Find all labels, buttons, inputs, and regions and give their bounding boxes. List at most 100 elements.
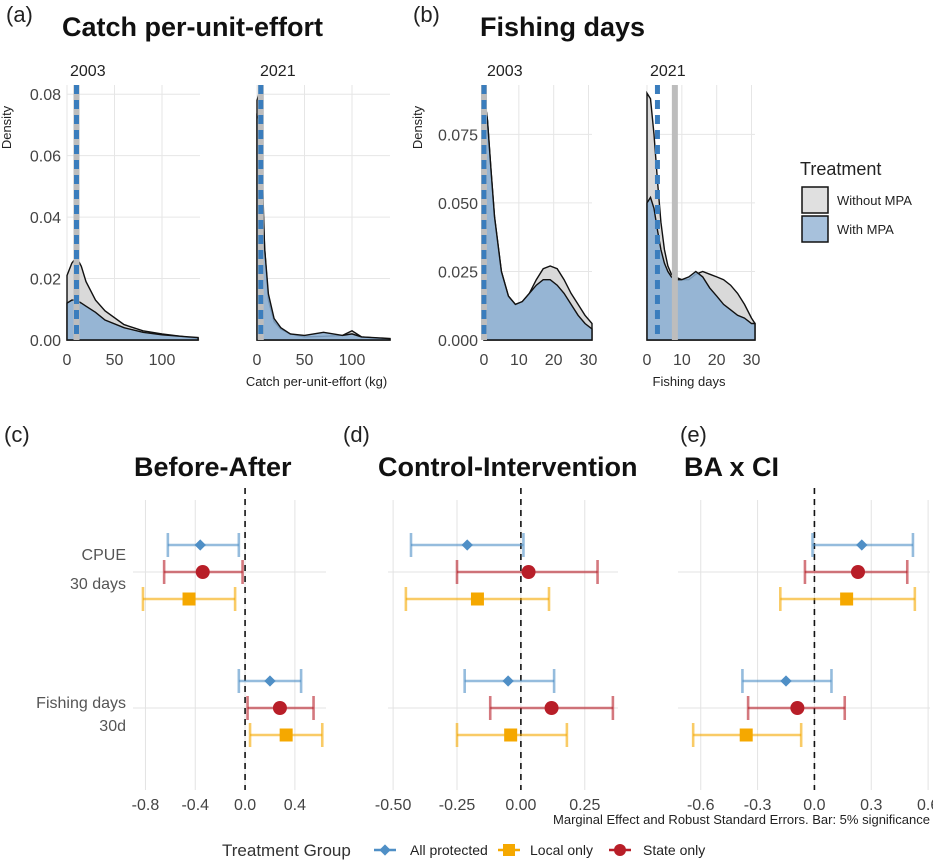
x-tick-label: 0.4 <box>284 797 306 814</box>
effect-charts: -0.8 -0.4 0.0 0.4 CPUE 30 days Fishing days 30d… <box>36 488 933 814</box>
x-tick-label: -0.4 <box>181 797 209 814</box>
x-tick-label: 50 <box>296 352 314 369</box>
y-tick-label: 0.04 <box>30 210 61 227</box>
errorbar-all-protected <box>166 533 241 557</box>
x-tick-label: 0.25 <box>569 797 600 814</box>
density-area-with-mpa <box>646 195 756 341</box>
errorbar-all-protected <box>811 533 915 557</box>
point-diamond <box>194 539 206 551</box>
x-tick-label: 0 <box>480 352 489 369</box>
errorbar-local-only <box>404 587 551 611</box>
errorbar-state-only <box>803 560 909 584</box>
point-square <box>470 592 484 606</box>
x-tick-label: 100 <box>339 352 366 369</box>
y-axis-label: Density <box>410 105 425 149</box>
errorbar-local-only <box>691 723 803 747</box>
density-chart-b-2021: 2021 0 10 20 30 Fishing days <box>643 63 761 389</box>
legend-label-without-mpa: Without MPA <box>837 193 912 208</box>
point-square <box>739 728 753 742</box>
row-label: Fishing days <box>36 695 126 712</box>
x-tick-label: 0.00 <box>505 797 536 814</box>
errorbar-all-protected <box>237 669 303 693</box>
errorbar-local-only <box>455 723 569 747</box>
facet-label: 2003 <box>70 63 106 80</box>
panel-a-tag: (a) <box>6 2 33 27</box>
point-diamond <box>461 539 473 551</box>
errorbar-state-only <box>455 560 599 584</box>
errorbar-local-only <box>141 587 237 611</box>
x-tick-label: 30 <box>580 352 598 369</box>
facet-label: 2021 <box>260 63 296 80</box>
point-square <box>182 592 196 606</box>
legend-local-only-label: Local only <box>530 842 593 858</box>
legend-local-only: Local only <box>498 842 593 858</box>
x-tick-label: 0 <box>253 352 262 369</box>
x-tick-label: -0.8 <box>132 797 160 814</box>
density-chart-b-2003: 2003 0.000 0.025 0.050 0.075 0 10 20 30 Density <box>410 63 598 369</box>
y-tick-label: 0.050 <box>438 196 478 213</box>
panel-c-tag: (c) <box>4 422 30 447</box>
legend-label-with-mpa: With MPA <box>837 222 894 237</box>
x-tick-label: 0 <box>63 352 72 369</box>
x-tick-label: -0.6 <box>687 797 715 814</box>
treatment-legend: Treatment Without MPA With MPA <box>800 159 912 243</box>
group-legend-title: Treatment Group <box>222 841 351 860</box>
point-square <box>279 728 293 742</box>
legend-key-without-mpa <box>801 186 829 214</box>
row-label: 30 days <box>70 576 126 593</box>
x-tick-label: 100 <box>149 352 176 369</box>
row-label: CPUE <box>82 547 126 564</box>
errorbar-state-only <box>488 696 615 720</box>
point-circle <box>195 565 210 579</box>
facet-label: 2021 <box>650 63 686 80</box>
y-tick-label: 0.075 <box>438 127 478 144</box>
panel-e-tag: (e) <box>680 422 707 447</box>
x-tick-label: 50 <box>106 352 124 369</box>
panel-b-tag: (b) <box>413 2 440 27</box>
panel-e-title: BA x CI <box>684 452 779 482</box>
legend-state-only-key <box>614 844 626 856</box>
errorbar-local-only <box>779 587 917 611</box>
errorbar-state-only <box>246 696 315 720</box>
density-area-with-mpa <box>256 113 391 341</box>
panel-a-title: Catch per-unit-effort <box>62 12 323 42</box>
point-circle <box>851 565 865 579</box>
density-chart-a-2021: 2021 0 50 100 Catch per-unit-effort (kg) <box>246 63 391 389</box>
point-square <box>504 728 518 742</box>
point-circle <box>521 565 536 579</box>
panel-c-title: Before-After <box>134 452 292 482</box>
legend-all-protected-key <box>379 844 391 856</box>
legend-state-only: State only <box>609 842 705 858</box>
density-area-with-mpa <box>483 93 593 341</box>
x-tick-label: -0.3 <box>744 797 772 814</box>
point-diamond <box>780 675 792 687</box>
x-tick-label: 20 <box>545 352 563 369</box>
facet-label: 2003 <box>487 63 523 80</box>
y-tick-label: 0.000 <box>438 333 478 350</box>
point-circle <box>272 701 287 715</box>
y-tick-label: 0.025 <box>438 264 478 281</box>
y-tick-label: 0.02 <box>30 272 61 289</box>
x-axis-label: Catch per-unit-effort (kg) <box>246 374 387 389</box>
errorbar-all-protected <box>409 533 525 557</box>
x-tick-label: 10 <box>510 352 528 369</box>
panel-d-title: Control-Intervention <box>378 452 637 482</box>
errorbar-state-only <box>746 696 847 720</box>
errorbar-all-protected <box>741 669 833 693</box>
x-tick-label: 10 <box>673 352 691 369</box>
panel-d-tag: (d) <box>343 422 370 447</box>
point-diamond <box>502 675 514 687</box>
x-tick-label: 0 <box>643 352 652 369</box>
x-tick-label: 20 <box>708 352 726 369</box>
density-area-with-mpa <box>66 299 199 341</box>
legend-all-protected-label: All protected <box>410 842 488 858</box>
panel-b-title: Fishing days <box>480 12 645 42</box>
effect-chart-d: -0.50 -0.25 0.00 0.25 <box>375 488 618 814</box>
y-tick-label: 0.08 <box>30 87 61 104</box>
point-square <box>840 592 854 606</box>
errorbar-state-only <box>162 560 244 584</box>
legend-all-protected: All protected <box>374 842 488 858</box>
x-tick-label: -0.50 <box>375 797 412 814</box>
density-chart-a-2003: 2003 0.00 0.02 0.04 0.06 0.08 0 50 100 Density <box>0 63 200 369</box>
